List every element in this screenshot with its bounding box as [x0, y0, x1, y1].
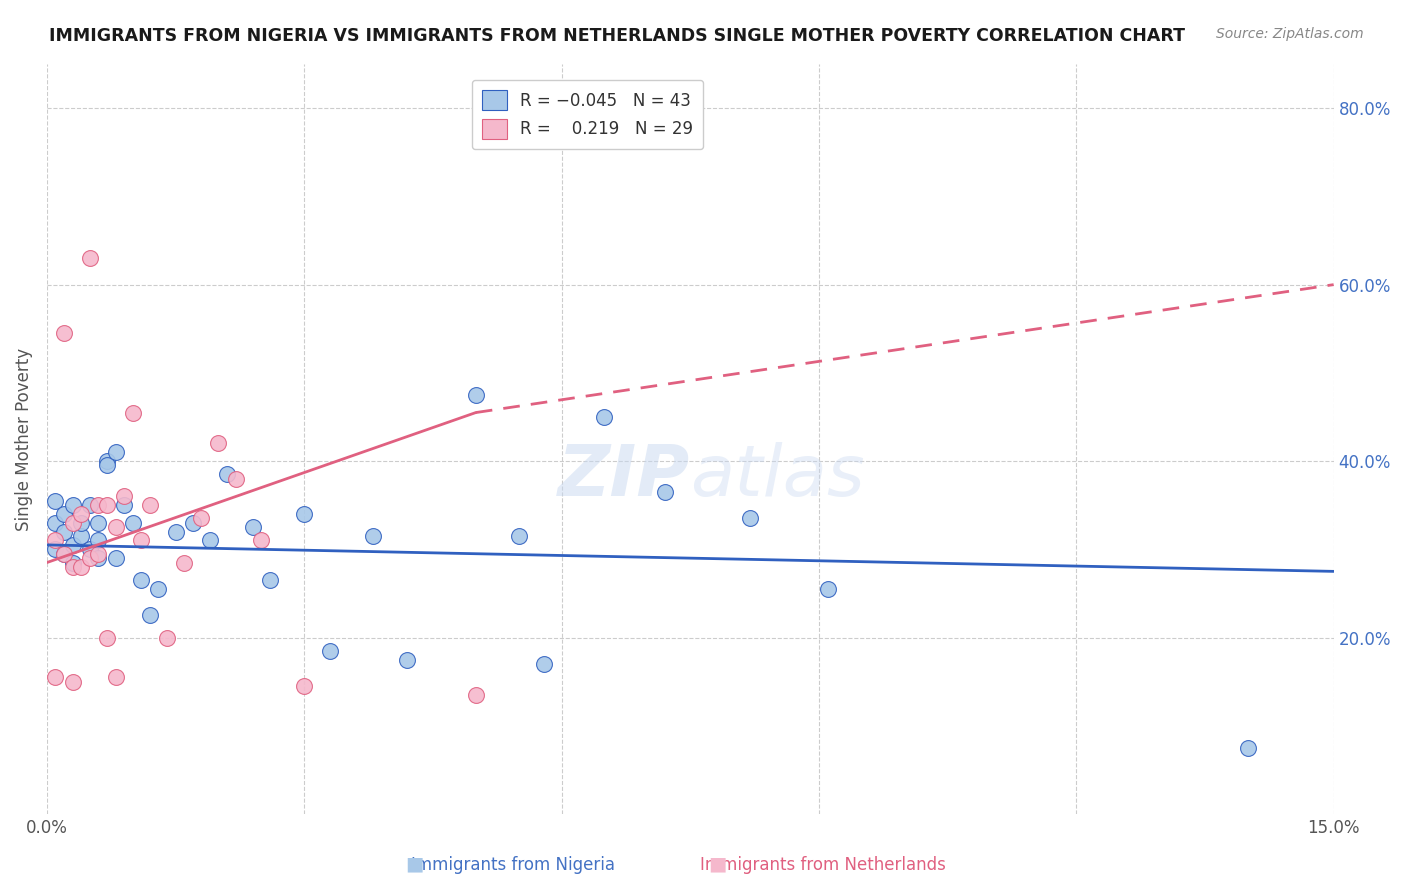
Point: [292, 507, 315, 521]
Point: [190, 511, 212, 525]
Point: [156, 631, 179, 645]
Text: atlas: atlas: [690, 442, 865, 511]
Point: [62, 516, 84, 530]
Point: [396, 652, 419, 666]
Text: Immigrants from Netherlands: Immigrants from Netherlands: [700, 855, 945, 873]
Point: [70, 507, 93, 521]
Point: [148, 582, 170, 596]
Point: [44, 493, 66, 508]
Point: [319, 644, 342, 658]
Point: [53, 547, 76, 561]
Point: [96, 498, 118, 512]
Point: [62, 674, 84, 689]
Point: [654, 485, 676, 500]
Point: [242, 520, 264, 534]
Point: [464, 388, 486, 402]
Point: [87, 547, 110, 561]
Point: [44, 542, 66, 557]
Point: [817, 582, 839, 596]
Text: IMMIGRANTS FROM NIGERIA VS IMMIGRANTS FROM NETHERLANDS SINGLE MOTHER POVERTY COR: IMMIGRANTS FROM NIGERIA VS IMMIGRANTS FR…: [49, 27, 1185, 45]
Point: [53, 524, 76, 539]
Point: [129, 533, 152, 548]
Point: [44, 670, 66, 684]
Point: [292, 679, 315, 693]
Text: ■: ■: [405, 855, 425, 873]
Point: [740, 511, 762, 525]
Point: [215, 467, 238, 482]
Legend: R = −0.045   N = 43, R =    0.219   N = 29: R = −0.045 N = 43, R = 0.219 N = 29: [471, 80, 703, 149]
Point: [53, 507, 76, 521]
Point: [62, 498, 84, 512]
Point: [79, 542, 101, 557]
Point: [70, 516, 93, 530]
Point: [104, 445, 127, 459]
Point: [173, 556, 195, 570]
Point: [104, 520, 127, 534]
Text: Source: ZipAtlas.com: Source: ZipAtlas.com: [1216, 27, 1364, 41]
Point: [44, 533, 66, 548]
Point: [96, 631, 118, 645]
Point: [70, 529, 93, 543]
Point: [361, 529, 384, 543]
Point: [79, 251, 101, 265]
Point: [112, 489, 135, 503]
Point: [104, 670, 127, 684]
Point: [165, 524, 187, 539]
Point: [87, 533, 110, 548]
Point: [139, 498, 162, 512]
Point: [87, 551, 110, 566]
Point: [44, 516, 66, 530]
Point: [121, 516, 143, 530]
Point: [112, 498, 135, 512]
Point: [250, 533, 273, 548]
Point: [104, 551, 127, 566]
Point: [79, 498, 101, 512]
Text: Immigrants from Nigeria: Immigrants from Nigeria: [411, 855, 616, 873]
Point: [62, 560, 84, 574]
Point: [62, 556, 84, 570]
Point: [53, 326, 76, 340]
Point: [1237, 740, 1260, 755]
Point: [181, 516, 204, 530]
Point: [121, 406, 143, 420]
Point: [87, 516, 110, 530]
Point: [593, 409, 616, 424]
Text: ZIP: ZIP: [558, 442, 690, 511]
Point: [533, 657, 555, 671]
Point: [129, 573, 152, 587]
Point: [259, 573, 281, 587]
Point: [508, 529, 530, 543]
Point: [96, 458, 118, 473]
Point: [53, 547, 76, 561]
Point: [225, 472, 247, 486]
Point: [70, 560, 93, 574]
Point: [464, 688, 486, 702]
Point: [139, 608, 162, 623]
Point: [79, 551, 101, 566]
Point: [198, 533, 221, 548]
Y-axis label: Single Mother Poverty: Single Mother Poverty: [15, 348, 32, 531]
Text: ■: ■: [707, 855, 727, 873]
Point: [87, 498, 110, 512]
Point: [62, 538, 84, 552]
Point: [96, 454, 118, 468]
Point: [207, 436, 229, 450]
